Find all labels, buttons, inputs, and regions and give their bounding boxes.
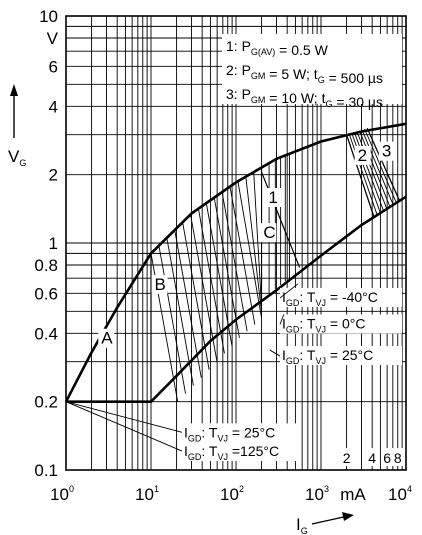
- hatch-line: [237, 181, 263, 319]
- hatch-line: [348, 133, 378, 216]
- y-unit-label: V: [47, 29, 59, 48]
- y-tick-label: 6: [49, 57, 58, 76]
- hatch-line: [356, 131, 388, 210]
- x-tick-label: 102: [220, 484, 244, 504]
- hatch-line: [205, 203, 233, 346]
- y-axis-label: VG: [8, 147, 26, 168]
- series-3: [366, 128, 401, 202]
- hatch-line: [221, 191, 248, 332]
- hatch-line: [213, 197, 240, 338]
- minor-label-bg: [391, 448, 404, 466]
- hatch-line: [190, 214, 218, 362]
- igd-pointer: [269, 349, 281, 357]
- hatch-line: [158, 245, 186, 394]
- y-tick-label: 0.8: [34, 256, 58, 275]
- legend-entry: 2: PGM = 5 W; tG = 500 µs: [226, 62, 383, 86]
- hatch-line: [361, 129, 394, 206]
- vgd-pointer: [65, 401, 183, 452]
- vgd-label: IGD: TVJ = 25°C: [184, 424, 275, 443]
- x-tick-label: 104: [388, 484, 412, 504]
- region-label-1: 1: [268, 188, 277, 207]
- igd-label-bg: [280, 314, 402, 334]
- hatch-line: [229, 186, 256, 325]
- hatch-line: [197, 208, 225, 354]
- region-label-bg: [260, 223, 277, 243]
- igd-label: IGD: TVJ = 25°C: [282, 347, 373, 366]
- legend-entry: 3: PGM = 10 W; tG = 30 µs: [226, 86, 383, 110]
- y-tick-label: 0.2: [34, 393, 58, 412]
- x-unit-label: mA: [340, 485, 366, 504]
- igd-label: IGD: TVJ = 0°C: [282, 316, 365, 335]
- vgd-label-bg: [182, 423, 300, 443]
- igd-label: IGD: TVJ = -40°C: [282, 289, 378, 308]
- y-tick-label: 4: [49, 97, 58, 116]
- hatch-line: [253, 172, 263, 307]
- region-label-bg: [354, 145, 371, 165]
- vgd-pointer: [65, 401, 183, 433]
- igd-pointer: [279, 283, 299, 299]
- y-tick-label: 1: [49, 234, 58, 253]
- y-arrow-head: [10, 84, 18, 96]
- region-label-bg: [151, 275, 168, 295]
- igd-label-bg: [280, 346, 402, 366]
- minor-label-bg: [381, 448, 394, 466]
- region-label-B: B: [155, 275, 166, 294]
- x-axis-label: IG: [296, 515, 308, 535]
- igd-label-bg: [280, 287, 402, 307]
- vgd-label-bg: [182, 442, 300, 462]
- region-label-A: A: [101, 329, 113, 348]
- x-minor-label: 6: [383, 450, 391, 466]
- hatch-line: [364, 128, 398, 204]
- x-tick-label: 100: [50, 484, 74, 504]
- region-label-2: 2: [358, 146, 367, 165]
- igd-pointer: [279, 314, 285, 325]
- region-label-3: 3: [382, 142, 391, 161]
- vgd-label: IGD: TVJ =125°C: [184, 443, 279, 462]
- y-tick-label: 10: [39, 7, 58, 26]
- x-tick-label: 101: [135, 484, 159, 504]
- series-2: [346, 134, 375, 218]
- region-label-bg: [378, 141, 395, 161]
- x-minor-label: 4: [368, 450, 376, 466]
- y-tick-label: 0.1: [34, 461, 58, 480]
- region-label-bg: [98, 328, 115, 348]
- y-tick-label: 0.4: [34, 324, 58, 343]
- legend-entry: 1: PG(AV) = 0.5 W: [226, 38, 329, 58]
- hatch-line: [166, 237, 194, 386]
- minor-label-bg: [340, 448, 353, 466]
- x-arrow: [311, 515, 349, 525]
- x-minor-label: 8: [394, 450, 402, 466]
- hatch-line: [359, 130, 391, 208]
- minor-label-bg: [366, 448, 379, 466]
- x-minor-label: 2: [343, 450, 351, 466]
- x-arrow-head: [342, 512, 354, 521]
- hatch-line: [245, 176, 263, 313]
- legend-bg: [222, 34, 402, 104]
- region-label-bg: [265, 188, 282, 208]
- region-label-C: C: [263, 223, 275, 242]
- hatch-line: [353, 132, 385, 212]
- series-lower: [66, 195, 407, 404]
- y-tick-label: 2: [49, 166, 58, 185]
- x-tick-label: 103: [305, 484, 329, 504]
- y-tick-label: 0.6: [34, 284, 58, 303]
- plot-frame: [65, 15, 407, 471]
